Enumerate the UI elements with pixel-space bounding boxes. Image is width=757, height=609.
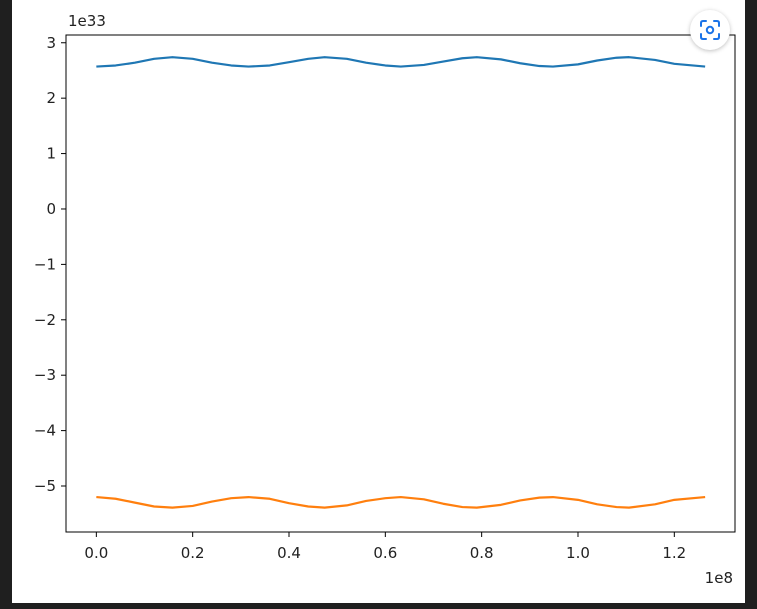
series-line-1 bbox=[96, 56, 706, 68]
y-tick-label: −4 bbox=[34, 422, 56, 440]
google-lens-button[interactable] bbox=[690, 10, 730, 50]
y-tick-label: 1 bbox=[46, 145, 56, 163]
x-tick-label: 1.0 bbox=[566, 544, 590, 562]
y-tick-label: 3 bbox=[46, 34, 56, 52]
y-tick-label: −5 bbox=[34, 477, 56, 495]
google-lens-icon bbox=[700, 20, 720, 40]
x-tick-label: 0.4 bbox=[277, 544, 301, 562]
x-tick-label: 0.0 bbox=[84, 544, 108, 562]
x-tick-label: 0.2 bbox=[181, 544, 205, 562]
plot-area-frame bbox=[65, 34, 736, 533]
y-tick-label: −1 bbox=[34, 255, 56, 273]
x-tick-label: 1.2 bbox=[662, 544, 686, 562]
y-tick-label: −3 bbox=[34, 366, 56, 384]
y-offset-label: 1e33 bbox=[68, 12, 106, 30]
y-tick-label: 0 bbox=[46, 200, 56, 218]
chart-figure: 0.0 0.2 0.4 0.6 0.8 1.0 1.2 3 2 1 0 −1 −2 −3 −4 −5 1e33 1… bbox=[12, 0, 745, 603]
x-offset-label: 1e8 bbox=[705, 569, 733, 587]
series-line-2 bbox=[96, 495, 706, 509]
y-tick-label: −2 bbox=[34, 311, 56, 329]
line-chart: 0.0 0.2 0.4 0.6 0.8 1.0 1.2 3 2 1 0 −1 −2 −3 −4 −5 1e33 1… bbox=[34, 12, 736, 587]
y-tick-label: 2 bbox=[46, 89, 56, 107]
x-tick-label: 0.8 bbox=[470, 544, 494, 562]
x-tick-label: 0.6 bbox=[373, 544, 397, 562]
